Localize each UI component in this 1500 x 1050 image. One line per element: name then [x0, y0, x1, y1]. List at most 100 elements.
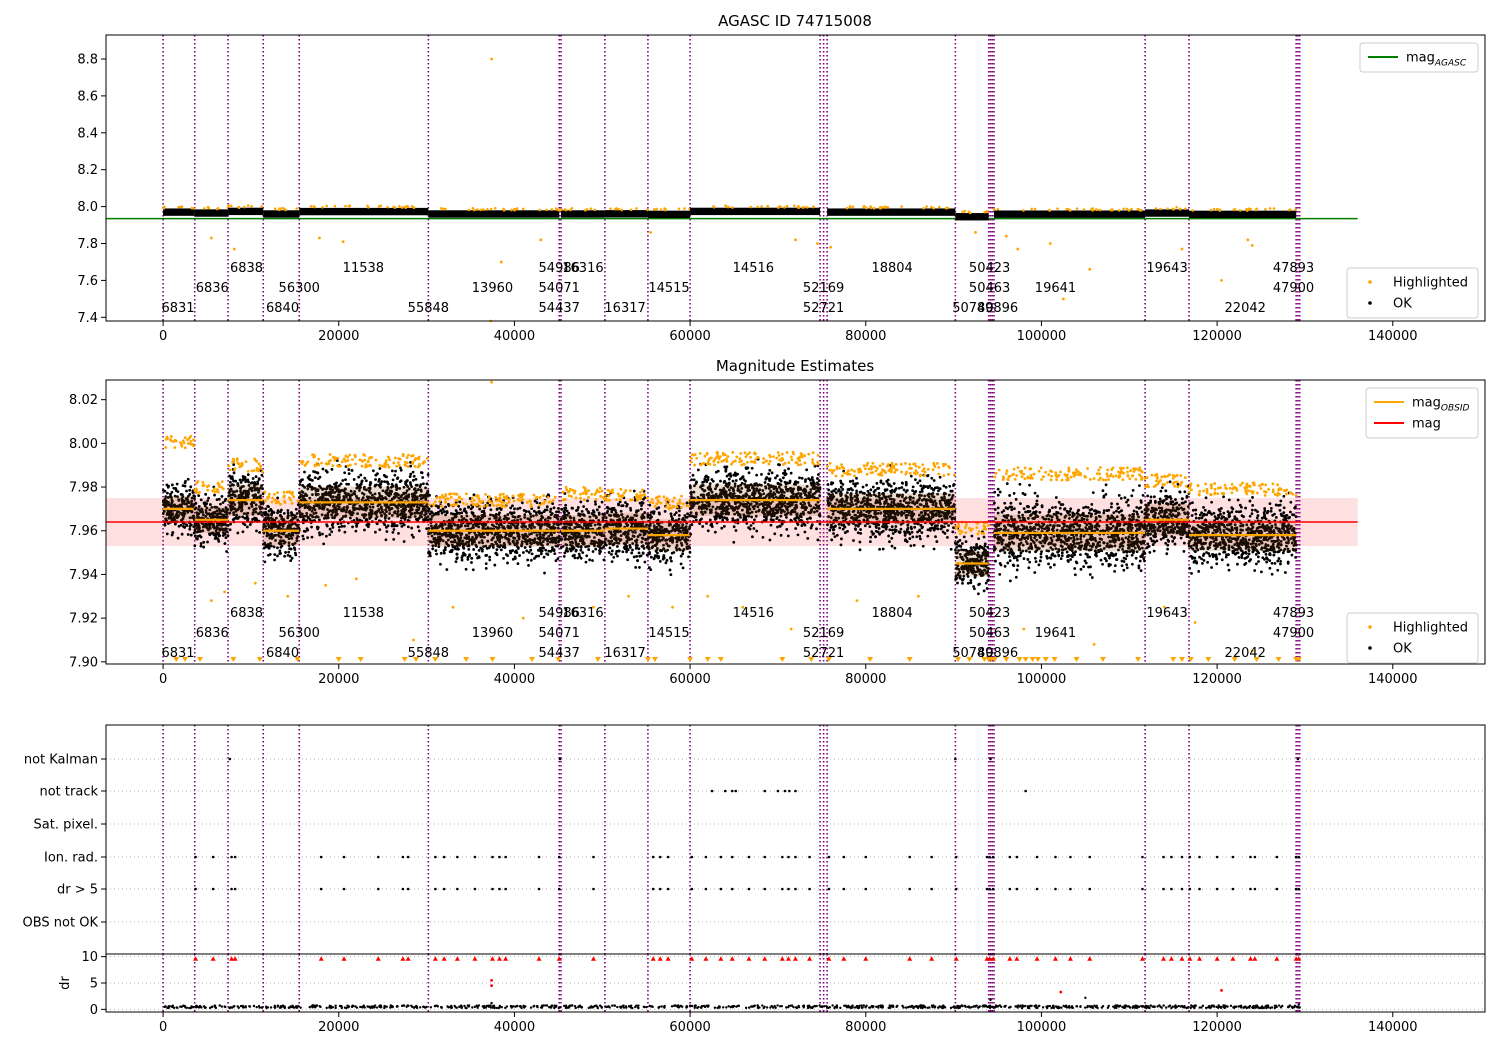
panel1-obsid-label: 14515	[648, 281, 689, 296]
panel2-ok-point	[610, 549, 614, 553]
panel1-highlight-point	[273, 207, 277, 211]
panel2-highlight-point	[502, 495, 506, 499]
panel2-highlight-point	[487, 496, 491, 500]
panel2-highlight-point	[455, 503, 459, 506]
panel1-highlight-point	[900, 205, 903, 208]
panel1-point-band	[194, 209, 229, 217]
panel2-ok-point	[355, 524, 359, 528]
panel2-highlight-point	[339, 464, 342, 468]
panel2-ok-point	[267, 505, 270, 509]
panel2-highlight-point	[438, 499, 442, 503]
panel2-ok-point	[343, 530, 347, 534]
panel2-ok-point	[394, 469, 397, 473]
panel1-highlight-point	[280, 207, 284, 210]
panel2-ok-point	[186, 494, 190, 498]
panel2-highlight-point	[551, 499, 555, 502]
panel2-ok-point	[436, 506, 440, 510]
panel1-obsid-label: 6838	[230, 261, 263, 276]
panel2-ok-point	[265, 543, 269, 547]
panel2-ok-point	[287, 550, 291, 554]
panel2-ok-point	[325, 470, 329, 474]
panel2-ok-point	[188, 488, 192, 492]
panel2-highlight-point	[595, 490, 599, 494]
panel1-ytick-label: 8.4	[77, 126, 98, 141]
panel2-highlight-point	[181, 439, 185, 443]
panel2-highlight-point	[461, 501, 465, 505]
panel2-ok-point	[557, 510, 561, 514]
panel2-ok-point	[270, 544, 273, 548]
panel2-ok-point	[557, 506, 560, 510]
panel2-ok-point	[404, 483, 408, 487]
panel2-ok-point	[406, 525, 410, 529]
panel2-ok-point	[165, 499, 169, 503]
panel2-highlight-point	[407, 453, 410, 457]
panel2-ok-point	[617, 549, 621, 553]
panel2-ok-point	[638, 566, 641, 569]
panel2-ok-point	[616, 554, 619, 558]
panel2-ok-point	[518, 506, 522, 510]
panel1-highlight-point	[1268, 207, 1272, 210]
panel2-highlight-point	[473, 503, 477, 507]
panel2-ok-point	[193, 530, 197, 534]
panel2-ok-point	[179, 523, 183, 527]
panel2-ok-point	[302, 537, 305, 541]
panel2-highlight-point	[384, 460, 388, 464]
panel1-outlier-point	[539, 238, 543, 242]
panel2-ok-point	[166, 509, 170, 513]
panel2-ok-point	[391, 530, 395, 534]
panel2-ok-point	[488, 555, 492, 559]
panel2-ok-point	[269, 541, 272, 545]
panel2-ok-point	[289, 547, 293, 551]
panel2-highlight-point	[397, 463, 401, 467]
panel1-highlight-point	[564, 208, 568, 212]
panel2-ok-point	[264, 507, 268, 511]
panel2-ok-point	[392, 528, 396, 531]
panel2-ok-point	[591, 550, 595, 553]
panel2-ok-point	[270, 512, 274, 515]
panel2-ok-point	[254, 482, 258, 486]
panel2-highlight-point	[192, 444, 196, 448]
panel2-highlight-point	[505, 502, 509, 506]
panel2-highlight-point	[235, 457, 239, 461]
panel2-ok-point	[205, 506, 209, 510]
panel2-ok-point	[708, 518, 712, 522]
panel2-ok-point	[658, 559, 662, 563]
panel1-highlight-point	[811, 205, 815, 209]
panel2-ok-point	[188, 525, 192, 528]
panel1-obsid-label: 16316	[562, 261, 603, 276]
panel2-highlight-point	[346, 464, 350, 468]
panel2-ok-point	[509, 511, 512, 515]
panel2-ok-point	[748, 527, 752, 531]
panel2-ok-point	[262, 542, 265, 546]
panel2-ok-point	[273, 524, 277, 528]
panel1-obsid-label: 55848	[408, 301, 449, 316]
panel2-ok-point	[194, 501, 198, 505]
panel1-outlier-point	[1180, 247, 1184, 251]
panel2-ok-point	[176, 536, 180, 540]
panel2-ok-point	[291, 542, 295, 546]
panel2-ok-point	[284, 535, 288, 538]
panel2-ok-point	[264, 525, 267, 528]
panel2-ok-point	[472, 548, 476, 551]
panel2-ok-point	[462, 509, 466, 512]
panel2-ok-point	[333, 482, 336, 486]
panel2-ok-point	[291, 517, 295, 521]
panel2-ok-point	[727, 477, 731, 481]
panel2-ok-point	[656, 551, 659, 555]
panel2-ok-point	[683, 514, 687, 517]
panel2-ok-point	[511, 504, 514, 508]
panel2-highlight-point	[169, 439, 173, 443]
panel2-ok-point	[642, 546, 646, 550]
panel2-ok-point	[491, 546, 495, 549]
panel2-ok-point	[221, 516, 225, 520]
panel2-ok-point	[226, 523, 230, 527]
panel2-ok-point	[276, 509, 280, 513]
panel1-xtick-label: 0	[159, 329, 167, 344]
panel2-ok-point	[245, 512, 248, 516]
panel2-ok-point	[233, 507, 237, 511]
panel2-ok-point	[185, 524, 189, 527]
panel1-obsid-label: 11538	[343, 261, 384, 276]
panel2-highlight-point	[538, 503, 542, 507]
panel2-ok-point	[239, 503, 242, 507]
panel1-highlight-point	[489, 207, 493, 211]
